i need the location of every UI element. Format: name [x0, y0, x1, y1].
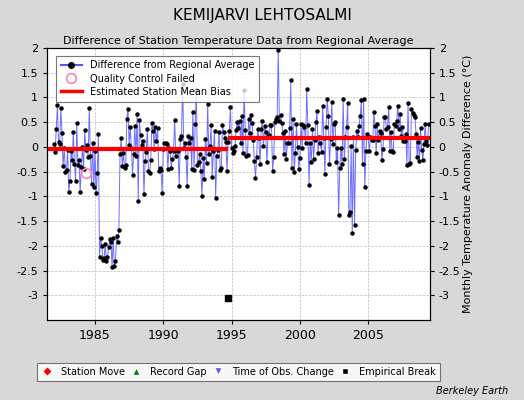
Text: KEMIJARVI LEHTOSALMI: KEMIJARVI LEHTOSALMI — [172, 8, 352, 23]
Legend: Station Move, Record Gap, Time of Obs. Change, Empirical Break: Station Move, Record Gap, Time of Obs. C… — [37, 363, 440, 381]
Title: Difference of Station Temperature Data from Regional Average: Difference of Station Temperature Data f… — [63, 36, 413, 46]
Y-axis label: Monthly Temperature Anomaly Difference (°C): Monthly Temperature Anomaly Difference (… — [463, 55, 473, 313]
Text: Berkeley Earth: Berkeley Earth — [436, 386, 508, 396]
